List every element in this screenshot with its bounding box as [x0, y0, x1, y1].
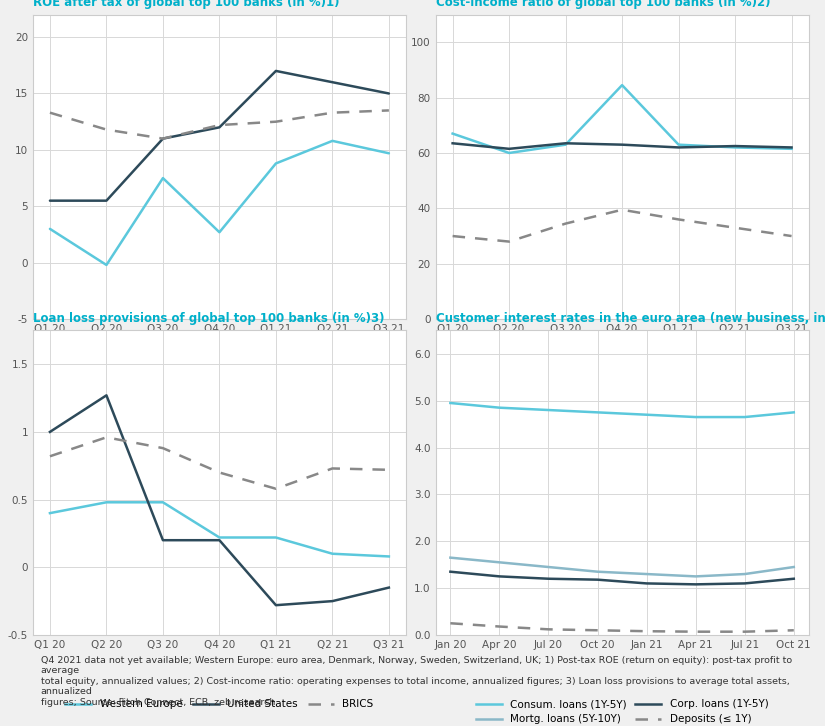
Text: Customer interest rates in the euro area (new business, in %): Customer interest rates in the euro area… [436, 312, 825, 325]
Legend: Consum. loans (1Y-5Y), Mortg. loans (5Y-10Y), Corp. loans (1Y-5Y), Deposits (≤ 1: Consum. loans (1Y-5Y), Mortg. loans (5Y-… [472, 695, 772, 726]
Text: ROE after tax of global top 100 banks (in %)1): ROE after tax of global top 100 banks (i… [33, 0, 340, 9]
Text: Loan loss provisions of global top 100 banks (in %)3): Loan loss provisions of global top 100 b… [33, 312, 384, 325]
Legend: Western Europe, United States, BRICS: Western Europe, United States, BRICS [464, 379, 780, 398]
Text: Cost-income ratio of global top 100 banks (in %)2): Cost-income ratio of global top 100 bank… [436, 0, 771, 9]
Legend: Western Europe, United States, BRICS: Western Europe, United States, BRICS [61, 379, 378, 398]
Legend: Western Europe, United States, BRICS: Western Europe, United States, BRICS [61, 695, 378, 714]
Text: Q4 2021 data not yet available; Western Europe: euro area, Denmark, Norway, Swed: Q4 2021 data not yet available; Western … [40, 656, 792, 706]
